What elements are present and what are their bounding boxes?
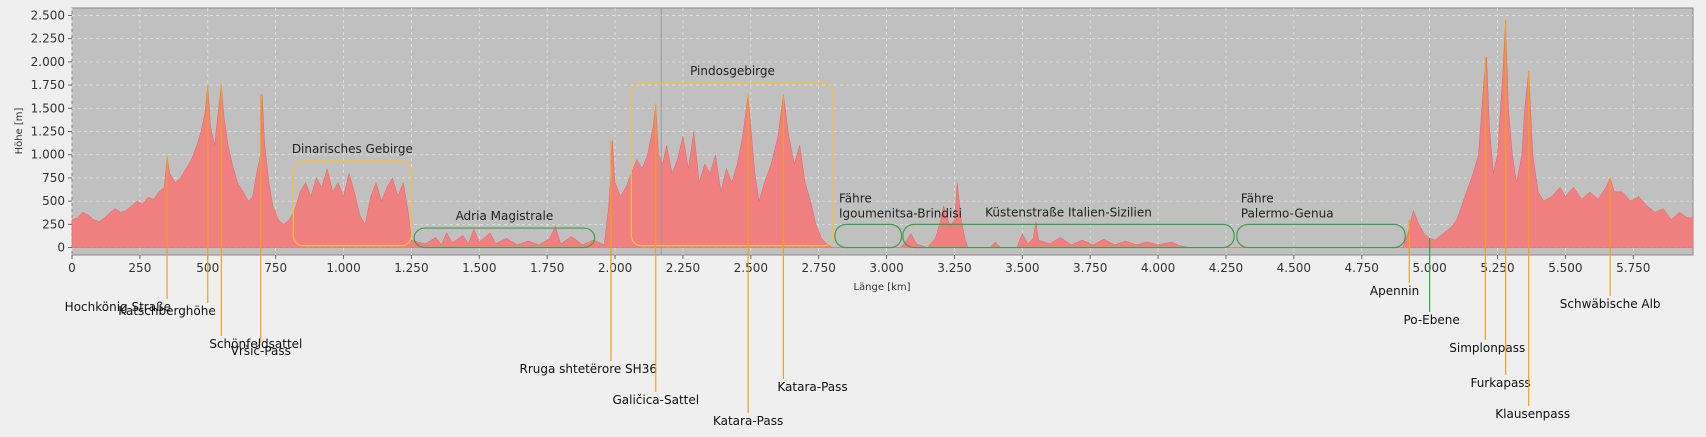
x-tick-label: 1.250 <box>394 261 428 275</box>
x-tick-label: 4.250 <box>1209 261 1243 275</box>
marker-label: Klausenpass <box>1495 407 1570 421</box>
region-label: Palermo-Genua <box>1241 206 1334 220</box>
y-tick-label: 1.000 <box>31 148 65 162</box>
x-tick-label: 1.750 <box>530 261 564 275</box>
region-box <box>1236 223 1406 249</box>
x-tick-label: 5.750 <box>1616 261 1650 275</box>
marker-label: Apennin <box>1370 284 1419 298</box>
x-tick-label: 4.500 <box>1277 261 1311 275</box>
y-tick-label: 750 <box>42 171 65 185</box>
marker-label: Po-Ebene <box>1403 313 1459 327</box>
region-box <box>413 227 596 249</box>
y-tick-label: 2.500 <box>31 8 65 22</box>
region-box <box>834 223 903 249</box>
marker-label: Katara-Pass <box>713 414 783 428</box>
x-tick-label: 1.500 <box>462 261 496 275</box>
marker-label: Hochkönig Straße <box>65 300 171 314</box>
y-tick-label: 2.250 <box>31 32 65 46</box>
y-tick-label: 1.750 <box>31 78 65 92</box>
region-box <box>630 82 835 247</box>
region-label: Pindosgebirge <box>690 64 775 78</box>
y-tick-label: 1.250 <box>31 125 65 139</box>
region-box <box>292 160 413 247</box>
y-axis-label: Höhe [m] <box>14 107 25 154</box>
region-label: Dinarisches Gebirge <box>292 142 413 156</box>
x-tick-label: 3.500 <box>1005 261 1039 275</box>
x-tick-label: 750 <box>264 261 287 275</box>
marker-label: Galičica-Sattel <box>612 393 699 407</box>
marker-label: Simplonpass <box>1449 341 1525 355</box>
marker-label: Furkapass <box>1470 376 1530 390</box>
x-tick-label: 5.500 <box>1548 261 1582 275</box>
y-tick-label: 2.000 <box>31 55 65 69</box>
region-label: Küstenstraße Italien-Sizilien <box>985 205 1152 219</box>
y-tick-label: 0 <box>57 241 65 255</box>
marker-label: Schönfeldsattel <box>209 337 302 351</box>
y-tick-label: 500 <box>42 194 65 208</box>
route-regions: Dinarisches Gebirge Pindosgebirge Adria Ma… <box>292 64 1406 249</box>
elevation-area <box>71 20 1694 248</box>
elevation-series <box>71 20 1694 248</box>
marker-label: Schwäbische Alb <box>1560 297 1661 311</box>
x-tick-label: 2.000 <box>598 261 632 275</box>
x-tick-label: 4.750 <box>1345 261 1379 275</box>
region-label: Adria Magistrale <box>456 209 554 223</box>
marker-label: Katara-Pass <box>777 380 847 394</box>
region-label: Igoumenitsa-Brindisi <box>839 206 962 220</box>
x-tick-label: 2.750 <box>802 261 836 275</box>
x-tick-label: 2.500 <box>734 261 768 275</box>
x-tick-label: 0 <box>68 261 76 275</box>
region-label: Fähre <box>1241 191 1274 205</box>
y-tick-label: 1.500 <box>31 101 65 115</box>
y-tick-label: 250 <box>42 217 65 231</box>
x-tick-label: 1.000 <box>326 261 360 275</box>
region-box <box>902 223 1235 249</box>
x-tick-label: 2.250 <box>666 261 700 275</box>
marker-label: Katschberghöhe <box>118 304 215 318</box>
x-tick-label: 3.250 <box>937 261 971 275</box>
x-axis-label: Länge [km] <box>853 282 910 293</box>
x-tick-label: 4.000 <box>1141 261 1175 275</box>
x-tick-label: 250 <box>128 261 151 275</box>
marker-label: Rruga shtetërore SH36 <box>519 362 656 376</box>
x-tick-label: 3.750 <box>1073 261 1107 275</box>
marker-label: Vršič-Pass <box>231 344 291 358</box>
region-label: Fähre <box>839 191 872 205</box>
x-tick-label: 3.000 <box>869 261 903 275</box>
y-axis-ticks: 0 250 500 750 1.000 1.250 1.500 1.750 2.000 2.250… <box>31 8 72 255</box>
gridlines <box>71 8 1693 255</box>
